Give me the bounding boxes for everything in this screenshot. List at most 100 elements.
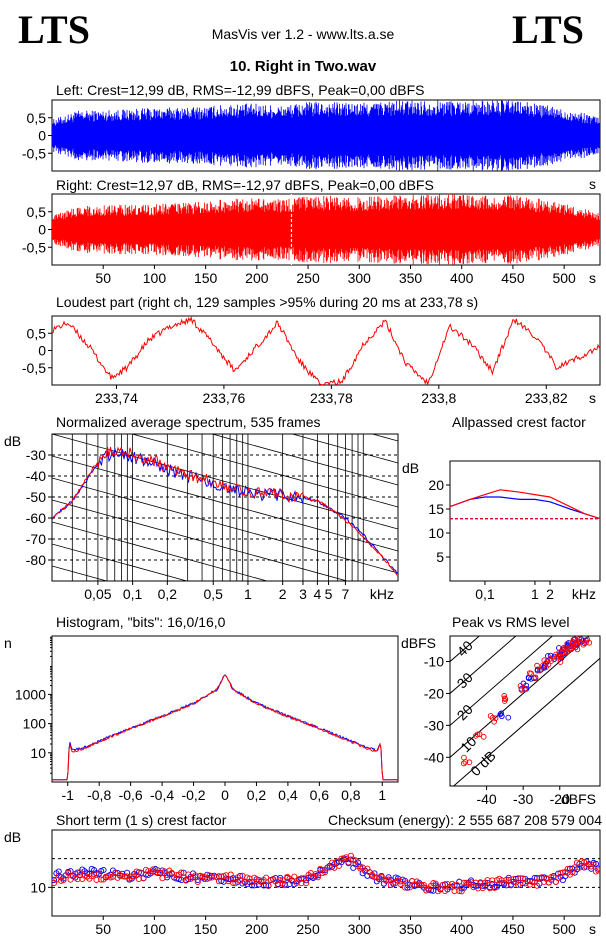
spectrum-series-left [52,447,398,574]
peak-rms-point [522,686,528,692]
short-term-point [138,870,145,877]
peak-rms-point [489,714,496,721]
short-term-point [112,869,119,876]
loudest-part-frame [51,315,601,386]
short-term-point [491,884,498,891]
peak-vs-rms-ytick-label: -10 [424,654,444,670]
peak-rms-point [474,731,481,738]
short-term-crest-xtick-label: 50 [95,921,111,937]
short-term-point [430,880,437,887]
short-term-point [336,862,343,869]
average-spectrum-ytick-label: -50 [26,489,46,505]
right-waveform-xtick-label: 300 [348,270,372,286]
peak-rms-point [505,714,512,721]
peak-vs-rms-ytick-label: -20 [424,685,444,701]
peak-rms-diagonal-label: 40 [454,637,476,659]
short-term-crest-xtick-label: 450 [501,921,525,937]
short-term-crest-xtick-label: 400 [450,921,474,937]
right-waveform-xtick-label: 400 [450,270,474,286]
peak-vs-rms-xtick-label: -30 [513,791,533,807]
short-term-point [564,865,571,872]
peak-rms-point [564,640,571,647]
file-title: 10. Right in Two.wav [229,58,377,75]
loudest-part-xtick-label: 233,78 [310,390,353,406]
short-term-point [489,877,496,884]
average-spectrum-xtick-label: 5 [325,586,333,602]
short-term-point [508,882,515,889]
peak-vs-rms-frame [449,635,601,787]
short-term-point [475,885,482,892]
short-term-point [227,871,234,878]
peak-rms-point [576,639,582,646]
short-term-point [232,880,239,887]
allpassed-crest-ytick-label: 10 [428,525,444,541]
short-term-crest-xtick-label: 300 [348,921,372,937]
short-term-point [418,881,425,889]
short-term-point [241,879,248,886]
short-term-point [555,875,562,882]
histogram-xtick-label: -1 [62,787,75,803]
short-term-crest-xtick-label: 200 [245,921,269,937]
histogram-ylabel: n [4,635,12,651]
peak-rms-diagonal [450,636,517,695]
peak-vs-rms-ylabel: dBFS [401,635,436,651]
short-term-point [420,882,427,889]
peak-rms-point [559,645,566,652]
short-term-point [399,876,406,883]
short-term-point [215,878,223,885]
peak-rms-point [566,646,573,653]
peak-vs-rms-xtick-label: -20 [550,791,570,807]
average-spectrum-xtick-label: 0,1 [123,586,143,602]
short-term-point [324,864,331,871]
allpassed-crest-ytick-label: 20 [428,477,444,493]
short-term-point [345,859,352,866]
peak-rms-series-right [460,636,593,767]
short-term-crest-xtick-label: 250 [296,921,320,937]
short-term-crest-xtick-label: 500 [552,921,576,937]
peak-vs-rms-xtick-label: -40 [476,791,496,807]
short-term-point [477,879,484,886]
short-term-point [451,888,458,895]
spectrum-slope-line [210,434,398,486]
histogram-frame [51,635,399,783]
peak-rms-point [487,713,494,719]
average-spectrum-xtick-label: 0,05 [84,586,111,602]
short-term-point [178,869,185,876]
short-term-point [192,872,199,879]
short-term-point [65,869,72,876]
spectrum-slope-line [52,521,269,581]
short-term-crest-xtick-label: 100 [143,921,167,937]
left-waveform-xlabel: s [589,176,596,192]
histogram-series-right [52,674,398,781]
spectrum-slope-line [52,455,398,552]
short-term-point [194,878,201,886]
right-waveform-xtick-label: 50 [95,270,111,286]
right-waveform-ytick-label: 0,5 [27,204,47,220]
allpassed-crest-xtick-label: 0,1 [475,586,495,602]
short-term-point [548,874,555,881]
peak-rms-point [541,657,548,664]
short-term-point [55,872,62,879]
peak-rms-point [466,759,473,766]
short-term-point [298,880,305,887]
short-term-point [432,880,439,887]
allpassed-crest-ytick-label: 15 [428,501,444,517]
peak-rms-point [501,693,508,699]
short-term-point [281,882,288,889]
left-waveform-ytick-label: 0,5 [27,110,47,126]
short-term-point [173,872,180,879]
short-term-point [347,852,354,859]
average-spectrum-xtick-label: 4 [313,586,321,602]
right-waveform-xtick-label: 250 [296,270,320,286]
spectrum-slope-line [52,477,398,574]
peak-rms-point [536,667,543,674]
crest-series-0 [450,496,600,520]
loudest-part-ytick-label: -0,5 [22,360,46,376]
loudest-part-xtick-label: 233,74 [95,390,138,406]
short-term-point [581,859,588,866]
allpassed-crest-title: Allpassed crest factor [452,414,586,430]
short-term-point [279,877,286,884]
peak-rms-point [501,695,508,702]
short-term-point [352,857,359,864]
peak-rms-point [548,658,554,664]
